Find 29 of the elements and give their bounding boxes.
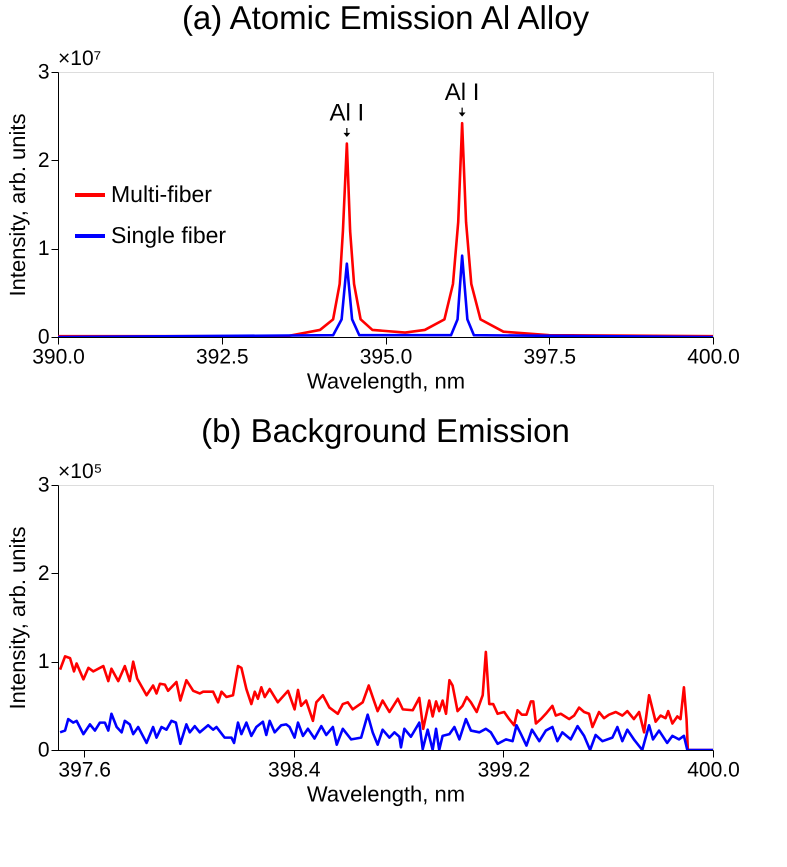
- annotation: Al I: [330, 100, 364, 127]
- chart-title: (a) Atomic Emission Al Alloy: [182, 0, 590, 36]
- x-tick-label: 397.6: [58, 758, 111, 782]
- y-tick-label: 0: [38, 738, 50, 762]
- text: ×10⁵: [58, 460, 102, 483]
- y-tick-label: 1: [38, 237, 50, 260]
- chart-title: (b) Background Emission: [201, 412, 570, 449]
- x-tick-label: 392.5: [196, 346, 249, 368]
- x-tick-label: 395.0: [360, 346, 412, 368]
- legend-label: Single fiber: [111, 222, 226, 248]
- x-tick-label: 400.0: [687, 758, 740, 782]
- y-tick-label: 2: [38, 148, 50, 172]
- x-axis-title: Wavelength, nm: [306, 368, 466, 394]
- text: ×10⁷: [58, 47, 102, 70]
- y-tick-label: 3: [38, 474, 50, 496]
- legend-label: Multi-fiber: [111, 181, 212, 207]
- y-tick-label: 1: [38, 650, 50, 674]
- annotation: Al I: [444, 79, 480, 106]
- x-tick-label: 400.0: [687, 346, 740, 368]
- x-tick-label: 390.0: [32, 346, 85, 368]
- x-tick-label: 397.5: [523, 346, 576, 368]
- y-axis-title: Intensity, arb. units: [4, 526, 30, 710]
- x-tick-label: 399.2: [478, 758, 530, 782]
- x-tick-label: 398.4: [268, 758, 321, 782]
- y-tick-label: 2: [38, 562, 50, 585]
- x-axis-title: Wavelength, nm: [306, 782, 466, 806]
- y-axis-title: Intensity, arb. units: [4, 113, 30, 297]
- y-tick-label: 3: [38, 60, 50, 84]
- y-tick-label: 0: [38, 326, 50, 348]
